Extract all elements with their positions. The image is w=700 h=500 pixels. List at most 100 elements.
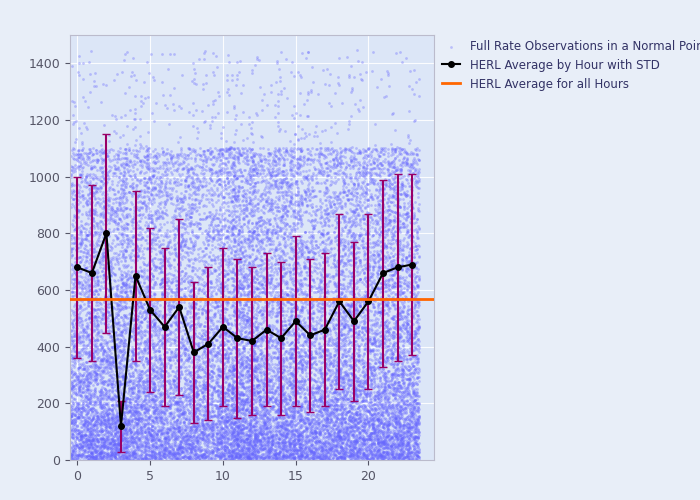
Full Rate Observations in a Normal Point	[344, 248, 356, 256]
Full Rate Observations in a Normal Point	[255, 292, 266, 300]
Full Rate Observations in a Normal Point	[231, 453, 242, 461]
Full Rate Observations in a Normal Point	[90, 294, 101, 302]
Full Rate Observations in a Normal Point	[216, 144, 228, 152]
Full Rate Observations in a Normal Point	[121, 220, 132, 228]
Full Rate Observations in a Normal Point	[263, 428, 274, 436]
Full Rate Observations in a Normal Point	[191, 220, 202, 228]
Full Rate Observations in a Normal Point	[306, 242, 317, 250]
Full Rate Observations in a Normal Point	[78, 451, 90, 459]
Full Rate Observations in a Normal Point	[189, 312, 200, 320]
Full Rate Observations in a Normal Point	[407, 243, 419, 251]
Full Rate Observations in a Normal Point	[234, 391, 246, 399]
Full Rate Observations in a Normal Point	[248, 444, 259, 452]
Full Rate Observations in a Normal Point	[206, 402, 217, 410]
Full Rate Observations in a Normal Point	[92, 298, 103, 306]
Full Rate Observations in a Normal Point	[403, 420, 414, 428]
Full Rate Observations in a Normal Point	[190, 294, 202, 302]
Full Rate Observations in a Normal Point	[151, 433, 162, 441]
Full Rate Observations in a Normal Point	[344, 205, 356, 213]
Full Rate Observations in a Normal Point	[372, 454, 383, 462]
Full Rate Observations in a Normal Point	[372, 346, 384, 354]
Full Rate Observations in a Normal Point	[379, 436, 391, 444]
Full Rate Observations in a Normal Point	[107, 370, 118, 378]
Full Rate Observations in a Normal Point	[284, 410, 295, 418]
Full Rate Observations in a Normal Point	[363, 422, 374, 430]
Full Rate Observations in a Normal Point	[134, 396, 145, 404]
Full Rate Observations in a Normal Point	[335, 442, 346, 450]
Full Rate Observations in a Normal Point	[92, 194, 104, 202]
Full Rate Observations in a Normal Point	[332, 220, 343, 228]
Full Rate Observations in a Normal Point	[344, 387, 355, 395]
Full Rate Observations in a Normal Point	[274, 418, 286, 426]
Full Rate Observations in a Normal Point	[148, 266, 160, 274]
Full Rate Observations in a Normal Point	[255, 256, 266, 264]
Full Rate Observations in a Normal Point	[187, 439, 198, 447]
Full Rate Observations in a Normal Point	[306, 254, 317, 262]
Full Rate Observations in a Normal Point	[223, 366, 235, 374]
Full Rate Observations in a Normal Point	[410, 300, 421, 308]
Full Rate Observations in a Normal Point	[310, 444, 321, 452]
Full Rate Observations in a Normal Point	[74, 151, 85, 159]
Full Rate Observations in a Normal Point	[113, 400, 125, 408]
Full Rate Observations in a Normal Point	[309, 415, 320, 423]
Full Rate Observations in a Normal Point	[93, 427, 104, 435]
Full Rate Observations in a Normal Point	[66, 456, 77, 464]
Full Rate Observations in a Normal Point	[284, 435, 295, 443]
Full Rate Observations in a Normal Point	[225, 368, 236, 376]
Full Rate Observations in a Normal Point	[77, 438, 88, 446]
Full Rate Observations in a Normal Point	[412, 326, 423, 334]
Full Rate Observations in a Normal Point	[359, 452, 370, 460]
Full Rate Observations in a Normal Point	[127, 294, 139, 302]
Full Rate Observations in a Normal Point	[244, 418, 256, 426]
Full Rate Observations in a Normal Point	[324, 168, 335, 175]
Full Rate Observations in a Normal Point	[173, 390, 184, 398]
Full Rate Observations in a Normal Point	[373, 452, 384, 460]
Full Rate Observations in a Normal Point	[249, 450, 260, 458]
Full Rate Observations in a Normal Point	[176, 402, 188, 410]
Full Rate Observations in a Normal Point	[173, 362, 184, 370]
Full Rate Observations in a Normal Point	[274, 398, 285, 406]
Full Rate Observations in a Normal Point	[393, 304, 405, 312]
Full Rate Observations in a Normal Point	[412, 234, 423, 242]
Full Rate Observations in a Normal Point	[121, 320, 132, 328]
Full Rate Observations in a Normal Point	[159, 444, 170, 452]
Full Rate Observations in a Normal Point	[173, 226, 184, 234]
Full Rate Observations in a Normal Point	[315, 406, 326, 413]
Full Rate Observations in a Normal Point	[88, 156, 99, 164]
Full Rate Observations in a Normal Point	[293, 434, 304, 442]
Full Rate Observations in a Normal Point	[369, 140, 380, 148]
Full Rate Observations in a Normal Point	[83, 428, 94, 436]
Full Rate Observations in a Normal Point	[161, 428, 172, 436]
Full Rate Observations in a Normal Point	[184, 440, 195, 448]
Full Rate Observations in a Normal Point	[321, 432, 332, 440]
Full Rate Observations in a Normal Point	[80, 230, 92, 237]
Full Rate Observations in a Normal Point	[241, 435, 252, 443]
Full Rate Observations in a Normal Point	[389, 324, 400, 332]
Full Rate Observations in a Normal Point	[148, 272, 159, 280]
Full Rate Observations in a Normal Point	[272, 293, 284, 301]
Full Rate Observations in a Normal Point	[216, 300, 227, 308]
Full Rate Observations in a Normal Point	[314, 196, 326, 204]
Full Rate Observations in a Normal Point	[138, 192, 149, 200]
Full Rate Observations in a Normal Point	[141, 162, 152, 170]
Full Rate Observations in a Normal Point	[133, 210, 144, 218]
Full Rate Observations in a Normal Point	[120, 340, 132, 348]
Full Rate Observations in a Normal Point	[132, 384, 144, 392]
Full Rate Observations in a Normal Point	[271, 316, 282, 324]
Full Rate Observations in a Normal Point	[174, 444, 186, 452]
Full Rate Observations in a Normal Point	[241, 422, 252, 430]
Full Rate Observations in a Normal Point	[228, 406, 239, 413]
Full Rate Observations in a Normal Point	[372, 382, 384, 390]
Full Rate Observations in a Normal Point	[82, 454, 93, 462]
Full Rate Observations in a Normal Point	[88, 426, 99, 434]
Full Rate Observations in a Normal Point	[346, 424, 358, 432]
Full Rate Observations in a Normal Point	[139, 416, 150, 424]
Full Rate Observations in a Normal Point	[353, 231, 364, 239]
Full Rate Observations in a Normal Point	[299, 385, 310, 393]
Full Rate Observations in a Normal Point	[397, 174, 408, 182]
Full Rate Observations in a Normal Point	[104, 167, 115, 175]
Full Rate Observations in a Normal Point	[107, 172, 118, 180]
Full Rate Observations in a Normal Point	[371, 220, 382, 228]
Full Rate Observations in a Normal Point	[412, 398, 423, 406]
Full Rate Observations in a Normal Point	[106, 396, 118, 404]
